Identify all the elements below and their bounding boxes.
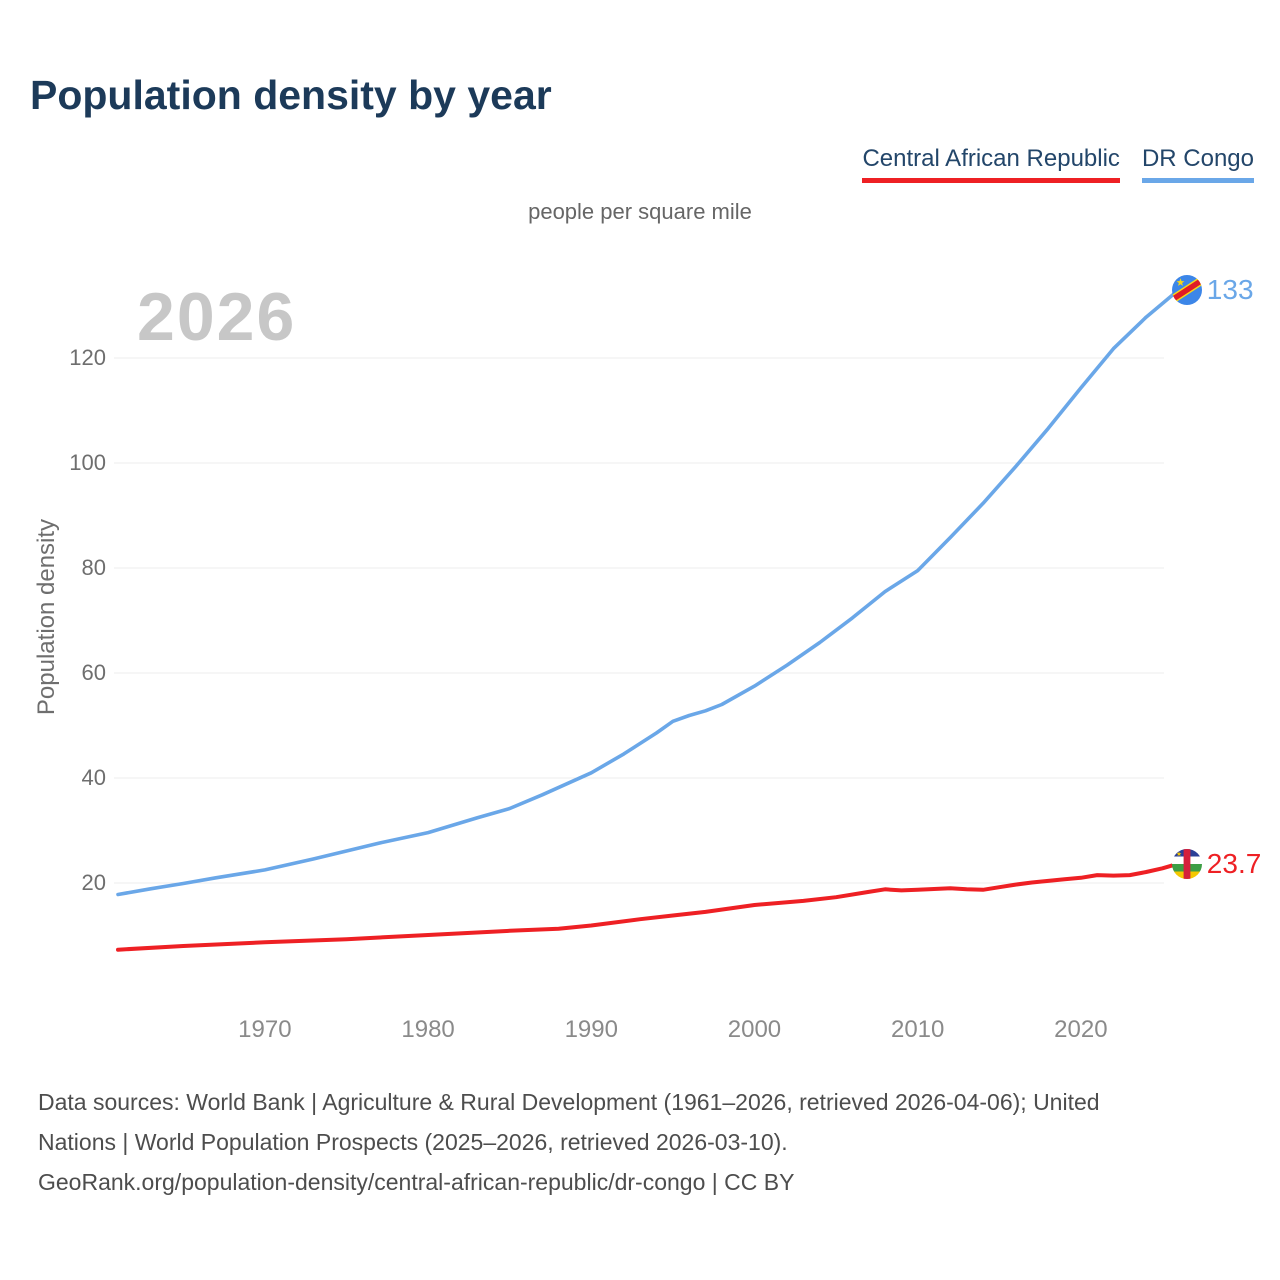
footer-line-3: GeoRank.org/population-density/central-a… <box>38 1169 795 1195</box>
dr-congo-flag-icon <box>1171 274 1202 305</box>
chart-title: Population density by year <box>30 72 552 118</box>
footer-line-1: Data sources: World Bank | Agriculture &… <box>38 1089 1100 1115</box>
y-tick-label: 100 <box>69 450 106 475</box>
central-african-republic-flag-icon <box>1171 848 1202 879</box>
value-label-central-african-republic: 23.7 <box>1206 847 1262 879</box>
x-tick-label: 1970 <box>238 1016 292 1043</box>
value-label-dr-congo: 133 <box>1206 273 1254 305</box>
legend: Central African Republic DR Congo <box>862 145 1254 183</box>
y-tick-label: 120 <box>69 345 106 370</box>
series-line-central-african-republic <box>116 861 1181 952</box>
year-watermark: 2026 <box>137 279 297 355</box>
x-tick-label: 1990 <box>564 1016 618 1043</box>
data-sources-footer: Data sources: World Bank | Agriculture &… <box>38 1082 1258 1202</box>
x-tick-label: 1980 <box>401 1016 455 1043</box>
footer-line-2: Nations | World Population Prospects (20… <box>38 1129 788 1155</box>
y-tick-label: 40 <box>81 765 106 790</box>
series-line-dr-congo <box>116 287 1181 897</box>
legend-item-dr-congo[interactable]: DR Congo <box>1141 145 1254 183</box>
y-tick-label: 60 <box>81 660 106 685</box>
unit-label: people per square mile <box>528 199 752 224</box>
legend-item-central-african-republic[interactable]: Central African Republic <box>862 145 1120 183</box>
y-tick-label: 20 <box>81 870 106 895</box>
x-tick-label: 2010 <box>890 1016 945 1043</box>
x-tick-label: 2000 <box>727 1016 782 1043</box>
y-tick-label: 80 <box>81 555 106 580</box>
x-tick-label: 2020 <box>1054 1016 1108 1043</box>
